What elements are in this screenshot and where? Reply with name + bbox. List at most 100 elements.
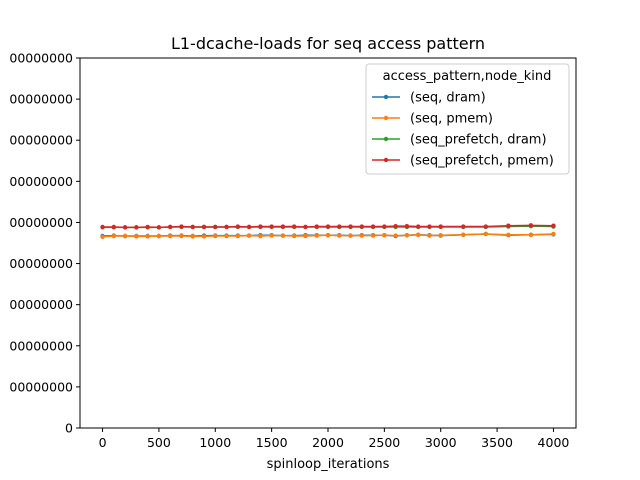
legend-marker	[383, 157, 389, 163]
data-point	[280, 233, 286, 238]
x-tick-label: 1500	[256, 435, 288, 450]
x-tick-label: 2000	[312, 435, 344, 450]
data-point	[156, 233, 162, 239]
data-point	[235, 224, 241, 229]
data-point	[404, 223, 410, 229]
x-tick-label: 3000	[425, 435, 457, 450]
data-point	[382, 224, 387, 229]
y-tick-label: 00000000	[9, 51, 73, 66]
data-point	[551, 231, 556, 237]
legend-marker	[383, 94, 389, 100]
legend-label: (seq_prefetch, pmem)	[410, 154, 554, 169]
x-tick-label: 0	[99, 435, 107, 450]
data-point	[145, 224, 150, 230]
data-point	[438, 224, 443, 229]
data-point	[122, 225, 128, 230]
legend-label: (seq_prefetch, dram)	[410, 133, 547, 148]
series-layer	[100, 223, 556, 240]
y-tick-label: 00000000	[9, 338, 73, 353]
data-point	[506, 223, 511, 228]
data-point	[235, 233, 241, 239]
legend: access_pattern,node_kind (seq, dram)(seq…	[365, 63, 570, 175]
data-point	[348, 233, 353, 238]
y-tick-label: 00000000	[9, 215, 73, 230]
data-point	[246, 233, 252, 238]
data-point	[213, 224, 218, 230]
data-point	[337, 224, 342, 229]
data-point	[438, 232, 443, 238]
data-point	[224, 224, 229, 230]
data-point	[404, 232, 410, 238]
x-tick-label: 4000	[538, 435, 570, 450]
data-point	[134, 225, 139, 230]
data-point	[314, 233, 319, 238]
data-point	[461, 232, 466, 237]
y-axis-ticks: 00000000 00000000 00000000 00000000 00000000…	[9, 51, 80, 436]
data-point	[201, 234, 207, 239]
data-point	[427, 233, 432, 238]
data-point	[246, 224, 252, 230]
data-point	[303, 233, 308, 239]
x-tick-label: 2500	[368, 435, 400, 450]
data-point	[461, 224, 466, 229]
data-point	[179, 233, 184, 239]
data-point	[506, 232, 511, 237]
data-point	[100, 234, 105, 240]
data-point	[190, 234, 195, 239]
x-axis-ticks: 0 500 1000 1500 2000 2500 3000 3500 4000	[99, 428, 570, 450]
data-point	[213, 233, 218, 239]
legend-box	[365, 63, 570, 175]
data-point	[224, 233, 229, 239]
data-point	[415, 232, 421, 237]
data-point	[370, 224, 376, 229]
data-point	[528, 232, 534, 237]
data-point	[190, 224, 195, 230]
y-tick-label: 00000000	[9, 297, 73, 312]
data-point	[111, 224, 117, 230]
data-point	[167, 233, 173, 239]
x-tick-label: 500	[147, 435, 171, 450]
y-tick-label: 00000000	[9, 379, 73, 394]
data-point	[314, 224, 319, 229]
data-point	[393, 223, 398, 229]
data-point	[370, 233, 376, 238]
data-point	[337, 233, 342, 238]
legend-items: (seq, dram) (seq, pmem) (seq_prefetch, dra…	[372, 91, 554, 169]
legend-label: (seq, pmem)	[410, 112, 493, 127]
data-point	[325, 232, 331, 238]
data-point	[359, 224, 365, 229]
y-tick-label: 00000000	[9, 256, 73, 271]
data-point	[427, 224, 432, 229]
data-point	[100, 224, 105, 230]
data-point	[291, 224, 297, 229]
chart-title: L1-dcache-loads for seq access pattern	[171, 34, 485, 53]
data-point	[528, 223, 534, 228]
data-point	[269, 233, 274, 238]
data-point	[415, 224, 421, 229]
data-point	[325, 224, 331, 229]
data-point	[359, 233, 365, 238]
y-tick-label: 00000000	[9, 133, 73, 148]
data-point	[382, 232, 387, 238]
legend-marker	[383, 136, 389, 142]
data-point	[156, 225, 162, 230]
data-point	[111, 233, 117, 239]
data-point	[303, 224, 308, 230]
y-tick-label: 00000000	[9, 174, 73, 189]
legend-marker	[383, 115, 389, 121]
data-point	[269, 224, 274, 229]
x-tick-label: 1000	[199, 435, 231, 450]
data-point	[122, 233, 128, 239]
data-point	[551, 223, 556, 228]
data-point	[258, 224, 263, 229]
data-point	[393, 233, 398, 238]
x-tick-label: 3500	[481, 435, 513, 450]
data-point	[348, 224, 353, 229]
data-point	[179, 224, 184, 229]
data-point	[291, 233, 297, 239]
legend-label: (seq, dram)	[410, 91, 486, 106]
data-point	[134, 234, 139, 239]
data-point	[258, 233, 263, 239]
legend-title: access_pattern,node_kind	[383, 69, 552, 84]
